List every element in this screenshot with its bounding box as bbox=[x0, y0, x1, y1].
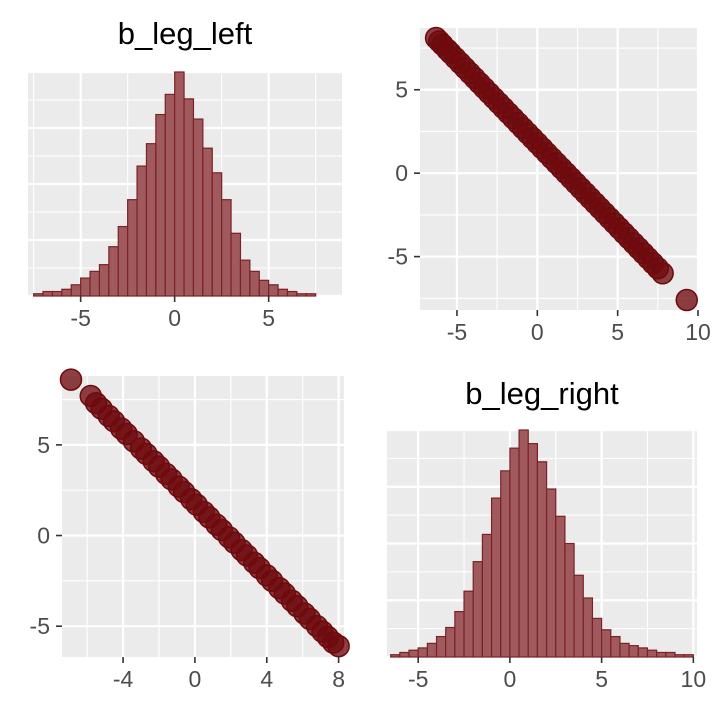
histogram-bar bbox=[390, 654, 401, 658]
y-tick-label: 0 bbox=[37, 523, 50, 549]
histogram-bar bbox=[417, 647, 428, 658]
y-tick-label: 5 bbox=[395, 77, 408, 103]
histogram-bar bbox=[435, 635, 447, 658]
x-tick-label: 5 bbox=[611, 319, 624, 345]
histogram-bar bbox=[619, 642, 630, 658]
panel-histogram-b-leg-left: -5 0 5 b_leg_left bbox=[28, 16, 342, 331]
histogram-bar bbox=[628, 645, 639, 658]
x-tick-label: 0 bbox=[189, 666, 202, 692]
histogram-bar bbox=[80, 277, 91, 297]
histogram-bar bbox=[481, 533, 493, 658]
scatter-point bbox=[59, 368, 83, 391]
histogram-bar bbox=[202, 147, 213, 297]
x-tick-label: 10 bbox=[685, 319, 711, 345]
histogram-bar bbox=[463, 590, 474, 658]
histogram-bar bbox=[445, 626, 456, 658]
histogram-bar bbox=[61, 288, 72, 297]
histogram-bar bbox=[89, 270, 101, 297]
histogram-bar bbox=[564, 542, 575, 658]
panel-title: b_leg_left bbox=[118, 16, 253, 51]
histogram-bar bbox=[646, 649, 658, 658]
histogram-bar bbox=[127, 199, 138, 297]
histogram-bar bbox=[545, 488, 557, 658]
scatter-point bbox=[327, 634, 350, 658]
histogram-bar bbox=[555, 515, 566, 658]
x-tick-label: 10 bbox=[681, 666, 707, 692]
panel-title: b_leg_right bbox=[465, 376, 619, 411]
histogram-bar bbox=[472, 561, 483, 658]
histogram-bar bbox=[42, 290, 54, 297]
histogram-bar bbox=[399, 651, 410, 658]
histogram-bar bbox=[426, 642, 438, 658]
x-tick-label: -4 bbox=[113, 666, 134, 692]
y-tick-label: -5 bbox=[388, 244, 408, 270]
histogram-bar bbox=[305, 293, 317, 297]
histogram-bar bbox=[155, 113, 166, 297]
histogram-bar bbox=[211, 172, 223, 297]
histogram-bar bbox=[637, 647, 649, 658]
histogram-bar bbox=[164, 93, 176, 297]
x-tick-label: -5 bbox=[70, 305, 90, 331]
x-tick-label: 5 bbox=[262, 305, 275, 331]
histogram-bar bbox=[249, 270, 260, 297]
histogram-bar bbox=[108, 246, 119, 297]
x-tick-label: 0 bbox=[531, 319, 544, 345]
histogram-bar bbox=[601, 629, 612, 658]
histogram-bar bbox=[683, 654, 694, 658]
panel-histogram-b-leg-right: -5 0 5 10 b_leg_right bbox=[387, 376, 706, 692]
histogram-bar bbox=[674, 654, 685, 658]
histogram-bar bbox=[408, 649, 419, 658]
histogram-bar bbox=[51, 290, 63, 297]
histogram-bar bbox=[268, 284, 279, 297]
histogram-bar bbox=[509, 447, 520, 658]
histogram-bar bbox=[296, 293, 307, 297]
histogram-bar bbox=[591, 617, 603, 658]
histogram-bar bbox=[490, 497, 502, 658]
x-tick-label: 5 bbox=[595, 666, 608, 692]
panel-scatter-top-right: -5 0 5 10 -5 0 5 bbox=[388, 26, 711, 345]
histogram-bar bbox=[183, 98, 195, 297]
histogram-bar bbox=[70, 284, 82, 297]
scatter-point bbox=[675, 288, 699, 312]
scatter-point bbox=[651, 262, 674, 285]
histogram-bar bbox=[258, 279, 270, 297]
histogram-bar bbox=[145, 143, 157, 297]
histogram-bar bbox=[610, 635, 621, 658]
histogram-bar bbox=[582, 597, 594, 658]
x-tick-label: 4 bbox=[260, 666, 273, 692]
x-tick-label: -5 bbox=[408, 666, 428, 692]
histogram-bar bbox=[500, 470, 511, 658]
y-tick-label: -5 bbox=[30, 613, 50, 639]
histogram-bar bbox=[277, 288, 289, 297]
histogram-bar bbox=[33, 293, 44, 297]
histogram-bar bbox=[239, 259, 251, 297]
histogram-bar bbox=[98, 264, 110, 297]
histogram-bar bbox=[117, 225, 129, 297]
y-tick-label: 5 bbox=[37, 432, 50, 458]
histogram-bar bbox=[230, 232, 242, 297]
histogram-bar bbox=[221, 199, 232, 297]
x-tick-label: 0 bbox=[168, 305, 181, 331]
x-tick-label: 0 bbox=[504, 666, 517, 692]
histogram-bar bbox=[286, 290, 298, 297]
histogram-bar bbox=[665, 651, 676, 658]
panel-scatter-bottom-left: -4 0 4 8 -5 0 5 bbox=[30, 368, 350, 692]
histogram-bar bbox=[174, 71, 185, 297]
histogram-bar bbox=[136, 165, 148, 297]
x-tick-label: 8 bbox=[332, 666, 345, 692]
histogram-bar bbox=[656, 651, 667, 658]
histogram-bar bbox=[527, 443, 539, 658]
histogram-bar bbox=[454, 610, 465, 658]
histogram-bar bbox=[573, 574, 584, 658]
histogram-bar bbox=[536, 461, 548, 658]
y-tick-label: 0 bbox=[395, 160, 408, 186]
histogram-bar bbox=[192, 118, 204, 297]
x-tick-label: -5 bbox=[447, 319, 467, 345]
histogram-bar bbox=[518, 429, 529, 658]
